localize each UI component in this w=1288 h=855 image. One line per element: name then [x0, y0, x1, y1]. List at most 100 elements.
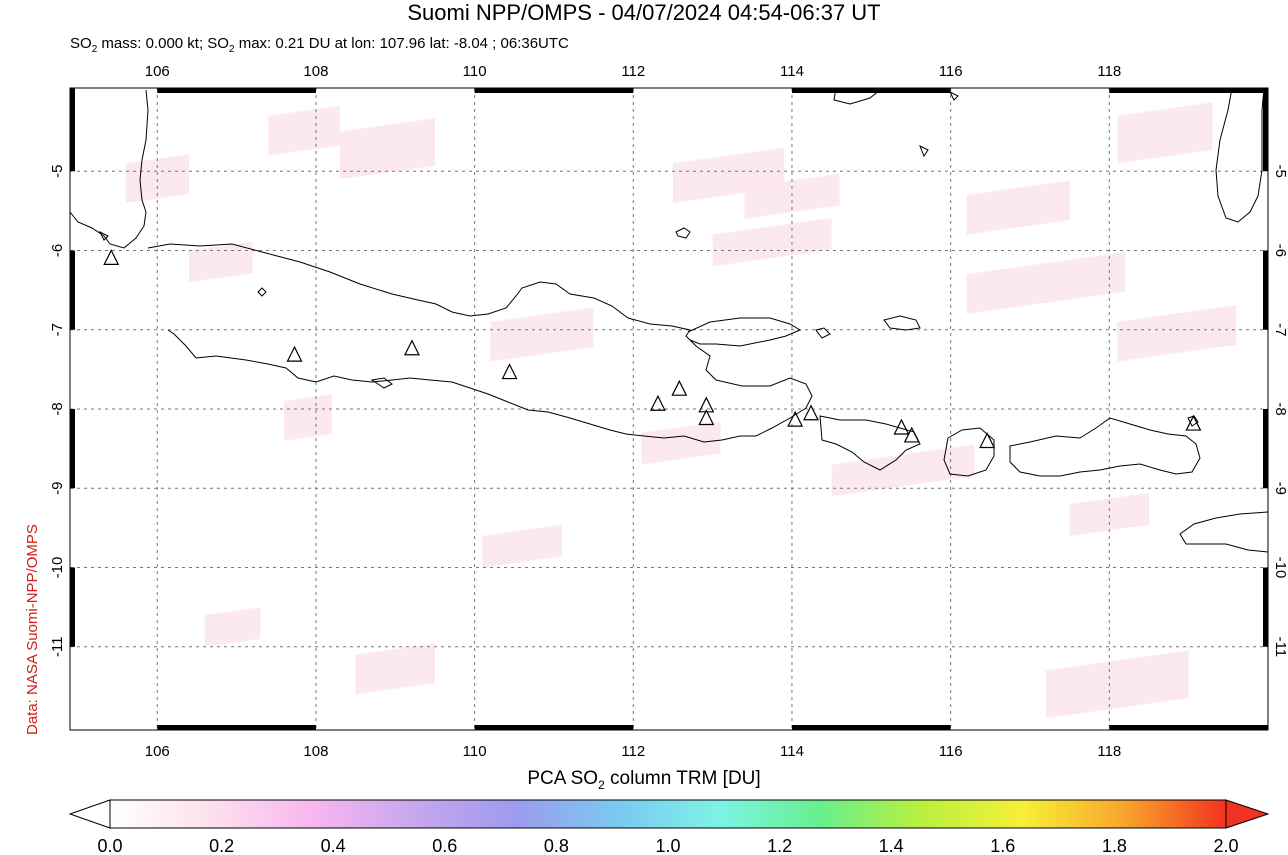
- subtitle: SO2 mass: 0.000 kt; SO2 max: 0.21 DU at …: [70, 35, 569, 55]
- frame-segment: [70, 88, 75, 172]
- frame-segment: [1263, 250, 1268, 330]
- frame-segment: [1109, 88, 1268, 93]
- colorbar-tick-label: 0.0: [97, 836, 122, 855]
- coastline-java: [147, 243, 813, 443]
- so2-patch: [204, 607, 261, 647]
- lat-tick-label-right: -7: [1272, 323, 1288, 336]
- so2-patch: [1069, 492, 1149, 536]
- frame-segment: [157, 88, 316, 93]
- coastline-bali: [819, 415, 921, 471]
- so2-patch: [641, 421, 721, 465]
- lon-tick-label-bottom: 118: [1097, 743, 1121, 760]
- triangle-icon: [979, 432, 996, 449]
- triangle-icon: [698, 409, 715, 426]
- triangle-icon: [286, 345, 303, 362]
- coastline-sumba: [1179, 511, 1268, 553]
- lat-tick-label-left: -10: [49, 557, 66, 579]
- frame-segment: [70, 409, 75, 489]
- coastline-sumatra: [70, 89, 149, 249]
- coastline-islet: [370, 377, 393, 389]
- lat-tick-label-right: -8: [1272, 402, 1288, 415]
- coastline-islet: [815, 327, 831, 339]
- axis-tick-labels: 106 106 108 108 110 110 112 112 114 114 116 116 118 1…: [49, 63, 1288, 760]
- colorbar-tick-label: 1.4: [879, 836, 904, 855]
- colorbar-tick-label: 2.0: [1213, 836, 1238, 855]
- lat-tick-label-left: -8: [49, 402, 66, 415]
- lat-tick-label-right: -5: [1272, 165, 1288, 178]
- lat-tick-label-right: -9: [1272, 482, 1288, 495]
- frame-segment: [1263, 88, 1268, 172]
- lon-tick-label-top: 118: [1097, 63, 1121, 80]
- lat-tick-label-left: -5: [49, 165, 66, 178]
- lon-tick-label-top: 106: [145, 63, 170, 80]
- frame-segment: [791, 725, 951, 730]
- lon-tick-label-bottom: 106: [145, 743, 170, 760]
- coastline-kalimantan-east: [1215, 88, 1265, 223]
- so2-patch: [189, 241, 253, 283]
- triangle-icon: [893, 418, 910, 435]
- so2-patch: [490, 307, 594, 362]
- so2-patch: [1045, 650, 1189, 719]
- so2-patch: [966, 251, 1126, 314]
- triangle-icon: [803, 404, 819, 421]
- coastline-sumbawa: [1009, 417, 1201, 477]
- colorbar-tick-label: 1.0: [655, 836, 680, 855]
- colorbar-high-arrow: [1225, 799, 1270, 829]
- triangle-icon: [103, 249, 120, 266]
- colorbar: 0.0 0.2 0.4 0.6 0.8 1.0 1.2 1.4 1.6 1.8 2.0: [68, 799, 1270, 855]
- so2-patch: [1117, 305, 1237, 362]
- so2-patch: [712, 217, 832, 267]
- lat-tick-label-right: -11: [1272, 636, 1288, 657]
- so2-patch: [284, 394, 332, 441]
- frame-segment: [474, 88, 634, 93]
- colorbar-low-arrow: [68, 799, 111, 829]
- so2-patch: [966, 180, 1070, 235]
- lon-tick-label-bottom: 112: [621, 743, 645, 760]
- colorbar-gradient: [109, 799, 1227, 829]
- coastlines: [70, 88, 1268, 553]
- frame-segment: [1263, 567, 1268, 647]
- lat-tick-label-left: -11: [49, 636, 66, 657]
- colorbar-tick-label: 0.8: [544, 836, 569, 855]
- coastline-bawean: [675, 227, 691, 239]
- lon-tick-label-top: 110: [463, 63, 487, 80]
- colorbar-tick-label: 1.6: [990, 836, 1015, 855]
- so2-patch: [831, 444, 975, 497]
- coastline-islet: [1187, 415, 1199, 427]
- frame-segment: [70, 567, 75, 647]
- triangle-icon: [903, 426, 920, 443]
- colorbar-tick-label: 0.6: [432, 836, 457, 855]
- triangle-icon: [649, 394, 666, 411]
- lon-tick-label-bottom: 108: [303, 743, 328, 760]
- so2-patch: [744, 173, 840, 219]
- triangle-icon: [1185, 414, 1202, 431]
- lat-tick-label-left: -9: [49, 482, 66, 495]
- so2-patch: [268, 105, 340, 156]
- lon-tick-label-top: 108: [303, 63, 328, 80]
- lon-tick-label-top: 112: [621, 63, 645, 80]
- lon-tick-label-top: 114: [780, 63, 804, 80]
- lon-tick-label-bottom: 114: [780, 743, 804, 760]
- frame-segment: [791, 88, 951, 93]
- so2-patch: [482, 524, 562, 568]
- lat-tick-label-right: -6: [1272, 244, 1288, 257]
- page-title: Suomi NPP/OMPS - 04/07/2024 04:54-06:37 …: [407, 0, 881, 25]
- frame-segment: [1263, 409, 1268, 489]
- lon-tick-label-bottom: 116: [939, 743, 963, 760]
- graticule: [70, 88, 1268, 730]
- triangle-icon: [501, 363, 518, 380]
- coastline-islet: [919, 144, 929, 158]
- so2-patch: [355, 643, 435, 695]
- colorbar-tick-label: 1.2: [767, 836, 792, 855]
- colorbar-tick-label: 1.8: [1102, 836, 1127, 855]
- volcano-markers: [103, 249, 1202, 449]
- so2-patches: [125, 102, 1237, 719]
- coastline-kangean: [883, 315, 921, 331]
- frame-segment: [1109, 725, 1268, 730]
- lat-tick-label-left: -6: [49, 244, 66, 257]
- frame-segment: [474, 725, 634, 730]
- coastline-lombok: [943, 427, 995, 477]
- triangle-icon: [671, 379, 688, 396]
- coastline-islet: [948, 90, 959, 101]
